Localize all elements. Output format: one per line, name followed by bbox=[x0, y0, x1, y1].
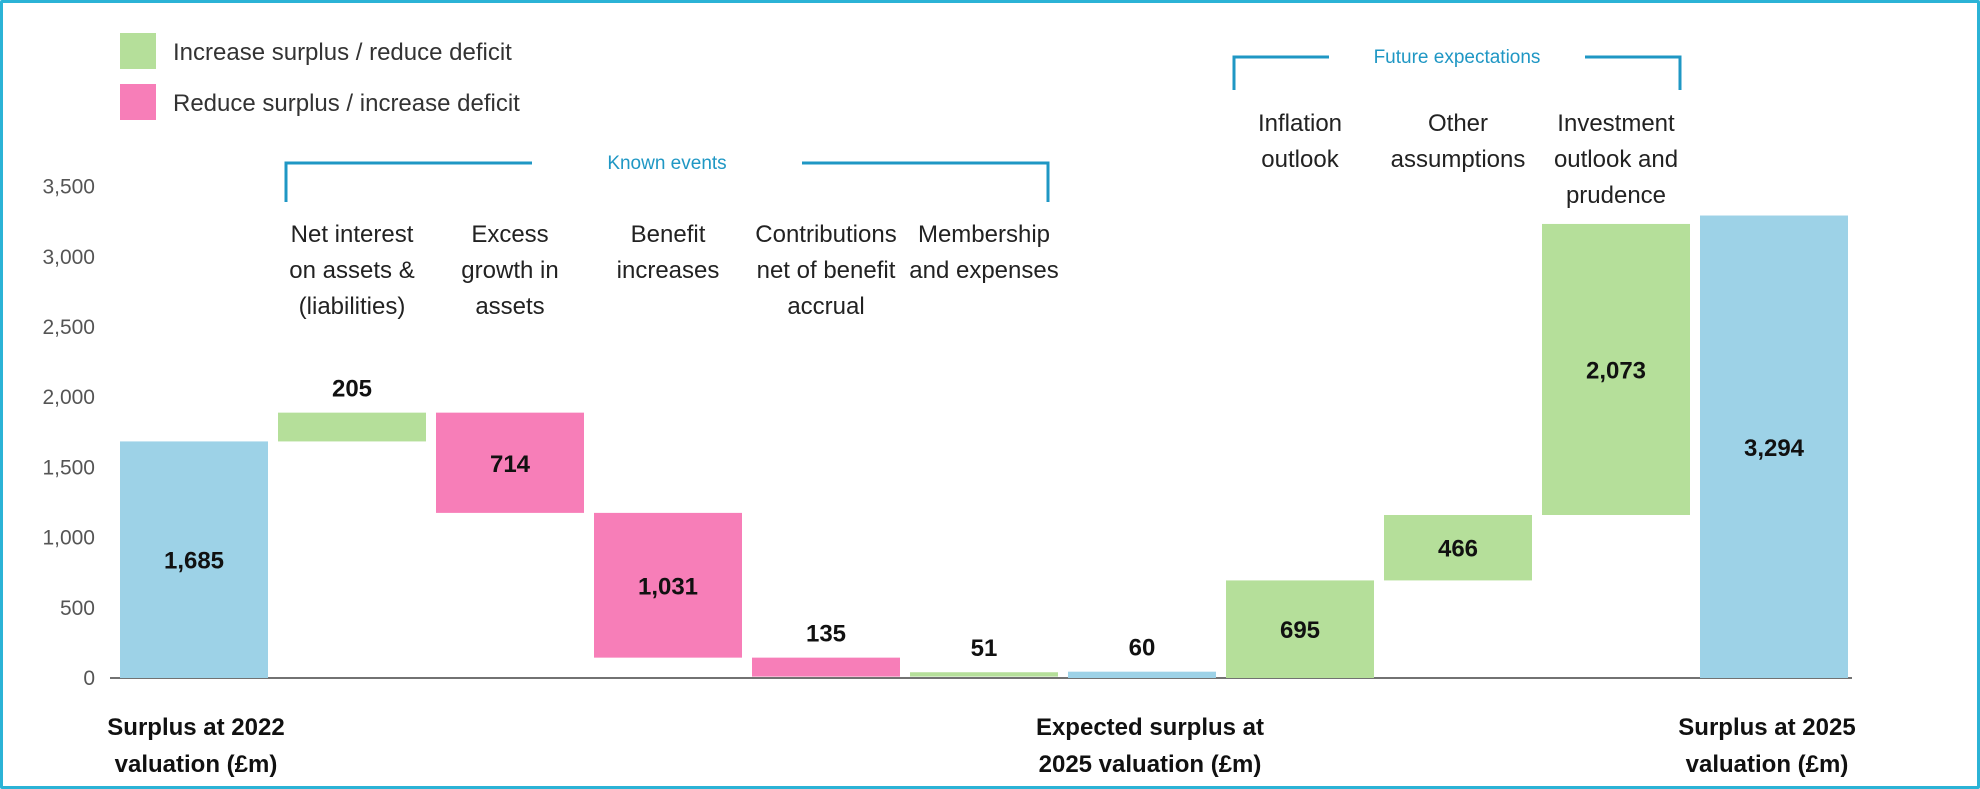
category-label-line: accrual bbox=[787, 293, 864, 320]
category-label-line: net of benefit bbox=[757, 257, 896, 284]
category-label-line: outlook bbox=[1261, 146, 1339, 173]
bar-total bbox=[1068, 671, 1216, 678]
bar-increase bbox=[1384, 514, 1532, 581]
bar-value-label: 1,685 bbox=[164, 548, 224, 575]
category-label-line: prudence bbox=[1566, 182, 1666, 209]
category-label-line: and expenses bbox=[909, 257, 1058, 284]
bar-value-label: 205 bbox=[332, 376, 372, 403]
category-label: Net interest on assets & (liabilities) bbox=[289, 221, 414, 320]
legend-swatch-increase bbox=[120, 33, 156, 69]
bar-reduce bbox=[594, 512, 742, 658]
bars: 1,685 205 714 1,031 135 51 60 695 466 2,073 3,294 bbox=[120, 215, 1848, 678]
total-label-line: Expected surplus at bbox=[1036, 714, 1264, 741]
bar-value-label: 60 bbox=[1129, 635, 1156, 662]
group-bracket bbox=[284, 161, 1050, 202]
category-label: Membership and expenses bbox=[909, 221, 1058, 284]
bar-value-label: 695 bbox=[1280, 617, 1320, 644]
y-tick-label: 3,000 bbox=[42, 246, 95, 269]
legend-label-reduce: Reduce surplus / increase deficit bbox=[173, 90, 520, 117]
bar-value-label: 714 bbox=[490, 451, 531, 478]
bar-increase bbox=[1542, 223, 1690, 515]
category-label: Investment outlook and prudence bbox=[1554, 110, 1678, 209]
y-tick-label: 2,500 bbox=[42, 316, 95, 339]
category-label-line: Benefit bbox=[631, 221, 706, 248]
bar-total bbox=[1700, 215, 1848, 678]
y-tick-label: 1,500 bbox=[42, 456, 95, 479]
y-tick-label: 3,500 bbox=[42, 176, 95, 199]
bar-total bbox=[120, 441, 268, 678]
bar-value-label: 2,073 bbox=[1586, 357, 1646, 384]
category-label-line: Other bbox=[1428, 110, 1488, 137]
group-bracket bbox=[1232, 55, 1682, 90]
category-label-line: Inflation bbox=[1258, 110, 1342, 137]
total-label-line: valuation (£m) bbox=[1686, 751, 1849, 778]
category-label-line: (liabilities) bbox=[299, 293, 406, 320]
bar-value-label: 1,031 bbox=[638, 573, 698, 600]
bar-reduce bbox=[752, 657, 900, 677]
y-tick-label: 500 bbox=[60, 597, 95, 620]
total-label: Surplus at 2022 valuation (£m) bbox=[107, 714, 284, 778]
category-label-line: Investment bbox=[1557, 110, 1675, 137]
category-label: Benefit increases bbox=[617, 221, 720, 284]
total-label-line: Surplus at 2025 bbox=[1678, 714, 1855, 741]
y-tick-label: 2,000 bbox=[42, 386, 95, 409]
group-title: Future expectations bbox=[1374, 47, 1541, 68]
category-label: Inflation outlook bbox=[1258, 110, 1342, 173]
group-title: Known events bbox=[607, 153, 726, 174]
bar-increase bbox=[910, 672, 1058, 677]
category-label-line: on assets & bbox=[289, 257, 414, 284]
total-label-line: Surplus at 2022 bbox=[107, 714, 284, 741]
category-label-line: Excess bbox=[471, 221, 548, 248]
category-label-line: Contributions bbox=[755, 221, 896, 248]
total-label: Expected surplus at 2025 valuation (£m) bbox=[1036, 714, 1264, 778]
bar-value-label: 51 bbox=[971, 635, 998, 662]
y-tick-label: 0 bbox=[83, 667, 95, 690]
total-label-line: valuation (£m) bbox=[115, 751, 278, 778]
bar-increase bbox=[278, 412, 426, 442]
category-label-line: increases bbox=[617, 257, 720, 284]
bar-value-label: 466 bbox=[1438, 536, 1478, 563]
bar-value-label: 3,294 bbox=[1744, 435, 1805, 462]
category-label-line: assets bbox=[475, 293, 544, 320]
category-label-line: Membership bbox=[918, 221, 1050, 248]
group-brackets: Known events Future expectations bbox=[284, 47, 1682, 202]
category-label: Excess growth in assets bbox=[461, 221, 558, 320]
category-label: Contributions net of benefit accrual bbox=[755, 221, 896, 320]
legend-label-increase: Increase surplus / reduce deficit bbox=[173, 39, 512, 66]
category-label-line: Net interest bbox=[291, 221, 414, 248]
legend: Increase surplus / reduce deficit Reduce … bbox=[120, 33, 520, 120]
y-axis: 0 500 1,000 1,500 2,000 2,500 3,000 3,500 bbox=[42, 176, 1852, 690]
category-label: Other assumptions bbox=[1391, 110, 1526, 173]
category-label-line: growth in bbox=[461, 257, 558, 284]
legend-swatch-reduce bbox=[120, 84, 156, 120]
total-label-line: 2025 valuation (£m) bbox=[1039, 751, 1262, 778]
y-tick-label: 1,000 bbox=[42, 527, 95, 550]
total-label: Surplus at 2025 valuation (£m) bbox=[1678, 714, 1855, 778]
bar-increase bbox=[1226, 580, 1374, 678]
category-label-line: outlook and bbox=[1554, 146, 1678, 173]
category-label-line: assumptions bbox=[1391, 146, 1526, 173]
category-labels: Surplus at 2022 valuation (£m) Net interes… bbox=[107, 110, 1855, 778]
bar-value-label: 135 bbox=[806, 621, 846, 648]
bar-reduce bbox=[436, 412, 584, 513]
